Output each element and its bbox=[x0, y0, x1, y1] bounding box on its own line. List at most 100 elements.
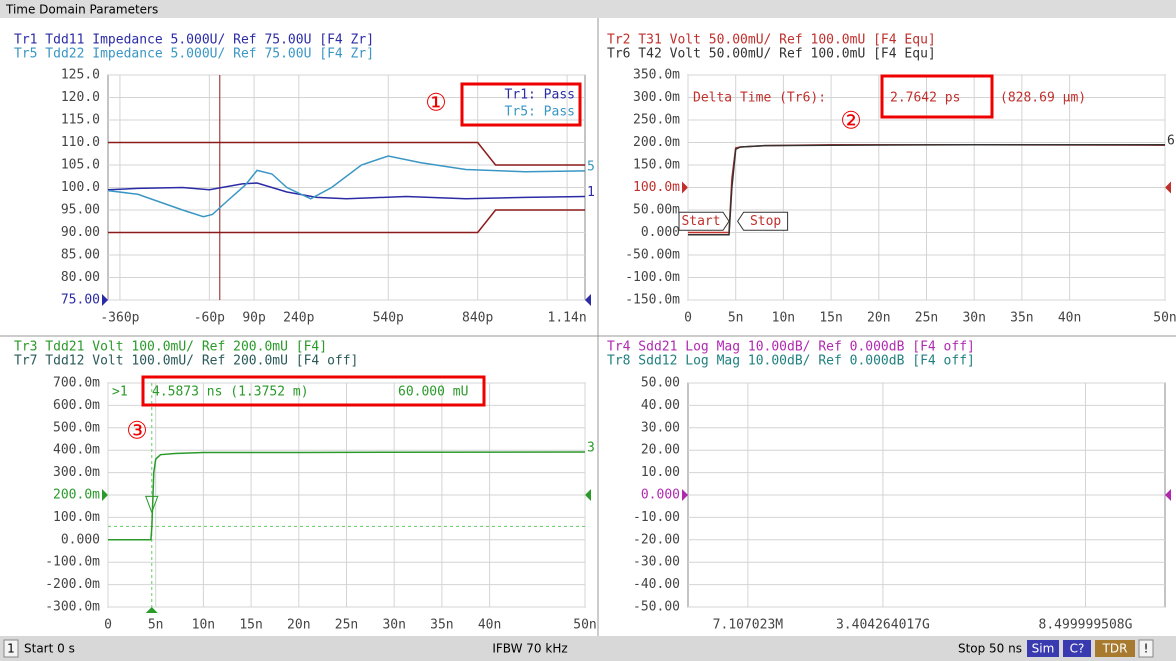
y-tick-label: 200.0m bbox=[633, 135, 680, 150]
trace-header: Tr2 T31 Volt 50.00mU/ Ref 100.0mU [F4 Eq… bbox=[607, 33, 936, 48]
y-tick-label: 0.000 bbox=[641, 488, 680, 503]
start: Start 0 s bbox=[24, 642, 75, 656]
y-tick-label: 80.00 bbox=[61, 270, 100, 285]
readout: 2.7642 ps bbox=[890, 91, 960, 106]
ref-marker bbox=[1165, 181, 1171, 194]
y-tick-label: 40.00 bbox=[641, 398, 680, 413]
y-tick-label: 105.0 bbox=[61, 158, 100, 173]
x-tick-label: 10n bbox=[772, 311, 795, 326]
y-tick-label: 85.00 bbox=[61, 248, 100, 263]
y-tick-label: 150.0m bbox=[633, 158, 680, 173]
x-tick-label: 35n bbox=[1010, 311, 1033, 326]
x-tick-label: 40n bbox=[1058, 311, 1081, 326]
y-tick-label: 500.0m bbox=[53, 420, 100, 435]
y-tick-label: 400.0m bbox=[53, 443, 100, 458]
ref-marker bbox=[585, 489, 591, 501]
y-tick-label: 0.000 bbox=[61, 532, 100, 547]
y-tick-label: 100.0m bbox=[633, 180, 680, 195]
trace-header: Tr8 Sdd12 Log Mag 10.00dB/ Ref 0.000dB [… bbox=[607, 354, 975, 369]
trace-header: Tr4 Sdd21 Log Mag 10.00dB/ Ref 0.000dB [… bbox=[607, 340, 975, 355]
ref-marker bbox=[682, 489, 688, 501]
y-tick-label: 10.00 bbox=[641, 465, 680, 480]
x-tick-label: 35n bbox=[430, 618, 453, 633]
y-tick-label: 100.0 bbox=[61, 180, 100, 195]
ref-marker bbox=[585, 294, 591, 306]
y-tick-label: -100.0m bbox=[45, 555, 100, 570]
callout: ② bbox=[840, 107, 862, 135]
y-tick-label: 50.00m bbox=[633, 203, 680, 218]
stop: Stop 50 ns bbox=[958, 642, 1022, 656]
x-tick-label: 8.499999508G bbox=[1039, 618, 1133, 633]
y-tick-label: 20.00 bbox=[641, 443, 680, 458]
warn-button[interactable] bbox=[1138, 639, 1154, 658]
tdr-label: TDR bbox=[1102, 642, 1128, 656]
x-tick-label: 15n bbox=[239, 618, 262, 633]
sim-button[interactable] bbox=[1027, 640, 1059, 657]
trace-header: Tr3 Tdd21 Volt 100.0mU/ Ref 200.0mU [F4] bbox=[14, 340, 327, 355]
y-tick-label: 700.0m bbox=[53, 376, 100, 391]
y-tick-label: 100.0m bbox=[53, 510, 100, 525]
callout: ① bbox=[425, 89, 447, 117]
trace-header: Tr7 Tdd12 Volt 100.0mU/ Ref 200.0mU [F4 … bbox=[14, 354, 358, 369]
x-tick-label: 50n bbox=[573, 618, 596, 633]
y-tick-label: -30.00 bbox=[633, 555, 680, 570]
x-tick-label: 1.14n bbox=[548, 311, 587, 326]
limit-result: Tr1: Pass bbox=[505, 88, 575, 103]
cal-button[interactable] bbox=[1063, 640, 1091, 657]
ref-marker bbox=[102, 489, 108, 501]
y-tick-label: 300.0m bbox=[633, 90, 680, 105]
y-tick-label: -50.00m bbox=[625, 248, 680, 263]
trace bbox=[107, 182, 586, 200]
y-tick-label: -10.00 bbox=[633, 510, 680, 525]
y-tick-label: 90.00 bbox=[61, 225, 100, 240]
tdr-button[interactable] bbox=[1095, 640, 1135, 657]
annotations: Tr1: Pass Tr5: Pass ① Delta Time (Tr6): … bbox=[112, 74, 1086, 445]
marker-flag bbox=[737, 211, 789, 231]
cal-label: C? bbox=[1070, 642, 1085, 656]
highlight-box bbox=[880, 74, 994, 119]
y-tick-label: -300.0m bbox=[45, 600, 100, 615]
x-tick-label: 0 bbox=[684, 311, 692, 326]
y-tick-label: 30.00 bbox=[641, 420, 680, 435]
y-tick-label: -40.00 bbox=[633, 577, 680, 592]
y-tick-label: 200.0m bbox=[53, 488, 100, 503]
channel: 1 bbox=[7, 642, 15, 656]
trace-end-label: 5 bbox=[587, 159, 595, 174]
trace bbox=[108, 451, 586, 541]
x-tick-label: 30n bbox=[962, 311, 985, 326]
x-tick-label: -360p bbox=[100, 311, 139, 326]
y-tick-label: 120.0 bbox=[61, 90, 100, 105]
x-tick-label: 7.107023M bbox=[713, 618, 784, 633]
x-tick-label: 30n bbox=[382, 618, 405, 633]
y-tick-label: 115.0 bbox=[61, 113, 100, 128]
x-tick-label: -60p bbox=[194, 311, 225, 326]
y-tick-label: 110.0 bbox=[61, 135, 100, 150]
trace-header: Tr5 Tdd22 Impedance 5.000U/ Ref 75.00U [… bbox=[14, 47, 374, 62]
marker-flag bbox=[145, 495, 159, 514]
channel-box[interactable] bbox=[3, 639, 19, 658]
y-tick-label: -20.00 bbox=[633, 532, 680, 547]
marker-label: Start bbox=[681, 214, 720, 229]
charts: 125.0 120.0 115.0 110.0 105.0 100.0 95.00 90.00… bbox=[14, 33, 1176, 633]
trace-end-label: 1 bbox=[587, 185, 595, 200]
x-tick-label: 15n bbox=[819, 311, 842, 326]
highlight-box bbox=[141, 375, 486, 407]
x-tick-label: 10n bbox=[192, 618, 215, 633]
x-tick-label: 5n bbox=[148, 618, 164, 633]
y-tick-label: 75.00 bbox=[61, 293, 100, 308]
readout: >1 bbox=[112, 385, 128, 400]
ref-marker bbox=[1165, 489, 1171, 501]
trace-header: Tr1 Tdd11 Impedance 5.000U/ Ref 75.00U [… bbox=[14, 33, 374, 48]
y-tick-label: -150.0m bbox=[625, 293, 680, 308]
marker-label: Stop bbox=[750, 214, 781, 229]
x-tick-label: 840p bbox=[462, 311, 493, 326]
x-tick-label: 5n bbox=[728, 311, 744, 326]
y-tick-label: -200.0m bbox=[45, 577, 100, 592]
x-tick-label: 20n bbox=[287, 618, 310, 633]
readout: 4.5873 ns (1.3752 m) bbox=[152, 385, 309, 400]
callout: ③ bbox=[126, 417, 148, 445]
y-tick-label: -50.00 bbox=[633, 600, 680, 615]
limit-line bbox=[108, 141, 585, 166]
window-title: Time Domain Parameters bbox=[5, 3, 158, 17]
